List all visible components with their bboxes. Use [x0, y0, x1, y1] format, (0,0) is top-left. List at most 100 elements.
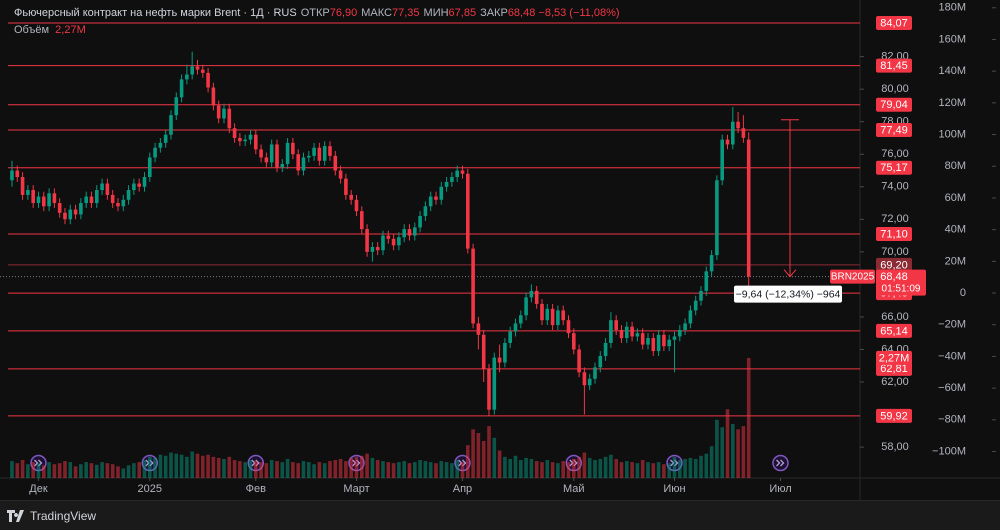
candle-body	[275, 144, 279, 168]
candle-body	[280, 163, 285, 168]
level-tag-label: 62,81	[880, 363, 908, 375]
candle-body	[476, 323, 481, 335]
volume-bar	[556, 463, 560, 478]
candle-body	[497, 357, 502, 363]
candle-body	[94, 190, 99, 204]
volume-bar	[163, 455, 168, 478]
volume-bar	[465, 445, 470, 478]
volume-bar	[656, 462, 661, 478]
volume-bar	[545, 460, 550, 478]
volume-bar	[359, 455, 364, 478]
volume-bar	[365, 453, 369, 478]
event-glyph	[776, 459, 785, 467]
volume-bar	[200, 455, 205, 478]
volume-bar	[693, 458, 698, 478]
symbol-tag	[830, 269, 875, 284]
level-tag	[876, 58, 912, 73]
candle-body	[603, 342, 608, 356]
candle-body	[296, 154, 300, 171]
candle-body	[248, 134, 253, 140]
volume-bar	[402, 461, 406, 478]
price-tag-label: 68,48	[880, 271, 908, 283]
volume-bar	[291, 462, 295, 478]
change: −8,53 (−11,08%)	[538, 7, 620, 19]
volume-bar	[614, 458, 618, 478]
volume-bar	[683, 458, 687, 478]
y-tick-label: 70,00	[881, 246, 909, 258]
candle-body	[571, 333, 576, 350]
candle-body	[269, 144, 274, 163]
volume-bar	[285, 458, 290, 478]
candle-body	[471, 248, 475, 324]
volume-bar	[105, 463, 110, 478]
y2-tick-label: 0	[960, 287, 966, 299]
candle-body	[328, 146, 332, 156]
candle-body	[725, 139, 730, 145]
candle-body	[306, 155, 311, 158]
candle-body	[333, 155, 338, 171]
volume-bar	[508, 458, 512, 478]
candle-body	[529, 290, 534, 298]
candle-body	[285, 142, 290, 164]
candle-body	[619, 329, 624, 339]
y2-tick-label: −80M	[938, 414, 966, 426]
candle-body	[63, 212, 67, 220]
candle-body	[132, 183, 136, 191]
candle-body	[153, 147, 157, 158]
candle-body	[79, 203, 83, 215]
candle-body	[20, 177, 25, 195]
volume-bar	[672, 456, 677, 478]
volume-bar	[126, 465, 131, 478]
legend-row: Фьючерсный контракт на нефть марки Brent…	[14, 5, 620, 22]
candle-body	[598, 355, 603, 368]
candle-body	[630, 326, 634, 337]
volume-bar	[338, 458, 343, 478]
volume-label: Объём	[14, 24, 50, 36]
volume-bar	[110, 464, 115, 478]
volume-tag-label: 2,27M	[879, 352, 910, 364]
volume-tag	[876, 350, 912, 365]
candle-body	[190, 66, 194, 75]
candle-body	[57, 203, 62, 213]
volume-bar	[142, 460, 147, 478]
legend-value: 67,85	[448, 7, 477, 19]
candle-body	[370, 246, 375, 252]
legend-key: ЗАКР	[480, 7, 508, 19]
candle-body	[566, 320, 571, 334]
candle-body	[105, 183, 110, 195]
volume-bar	[699, 455, 703, 478]
y-tick-label: 76,00	[881, 148, 909, 160]
volume-bar	[503, 456, 507, 478]
volume-bar	[412, 462, 417, 478]
candle-body	[624, 326, 629, 339]
candle-body	[540, 303, 544, 321]
volume-bar	[709, 446, 714, 478]
volume-bar	[603, 456, 608, 478]
y-tick-label: 74,00	[881, 181, 909, 193]
level-tag-label: 77,49	[880, 124, 908, 136]
candle-body	[683, 323, 687, 330]
measure-box	[734, 285, 842, 303]
candle-body	[179, 79, 184, 98]
volume-bar	[720, 427, 724, 478]
y2-tick-label: 120M	[938, 97, 966, 109]
volume-bar	[174, 453, 179, 478]
candle-body	[121, 199, 126, 207]
volume-bar	[566, 462, 571, 478]
candle-body	[264, 157, 269, 163]
volume-bar	[238, 461, 242, 478]
level-tag	[876, 122, 912, 137]
x-tick-label: Апр	[453, 483, 472, 495]
volume-bar	[57, 463, 62, 478]
volume-bar	[153, 457, 157, 478]
volume-bar	[253, 461, 258, 478]
volume-bar	[333, 460, 338, 478]
candle-body	[524, 297, 528, 316]
candle-body	[211, 87, 216, 106]
candle-body	[534, 290, 539, 304]
candle-body	[110, 194, 115, 204]
y2-tick-label: 60M	[945, 192, 966, 204]
level-tag	[876, 361, 912, 376]
candle-body	[635, 333, 640, 337]
candle-body	[672, 336, 677, 340]
